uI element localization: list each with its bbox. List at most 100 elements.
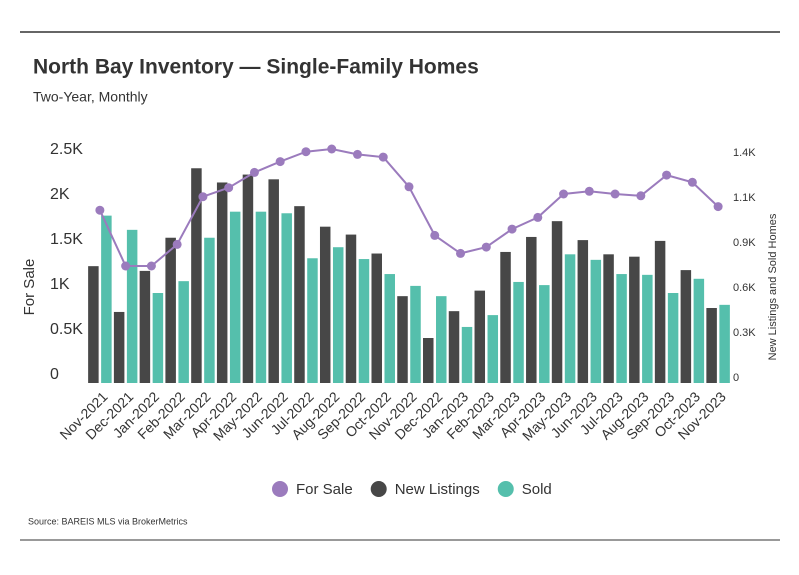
bar — [242, 174, 254, 383]
bar — [461, 326, 473, 383]
y2-tick-label: 1.4K — [733, 147, 756, 159]
line-point — [378, 152, 388, 162]
bar — [178, 281, 189, 383]
bar — [693, 278, 705, 383]
line-point — [456, 248, 466, 258]
line-point — [172, 239, 182, 249]
line-point — [224, 183, 234, 193]
line-point — [687, 177, 697, 187]
legend-label: New Listings — [395, 481, 480, 498]
bar — [358, 259, 370, 383]
bar — [667, 293, 679, 383]
bar — [113, 311, 125, 383]
bar — [642, 274, 653, 383]
bar — [88, 266, 99, 383]
bar — [216, 182, 228, 383]
y2-tick-label: 0.9K — [733, 237, 756, 249]
bar — [448, 311, 460, 383]
line-point — [533, 212, 543, 222]
y2-tick-label: 0.6K — [733, 282, 756, 294]
bar — [345, 234, 357, 383]
legend-label: For Sale — [296, 481, 353, 498]
bar — [719, 304, 730, 383]
y-axis-title: For Sale — [21, 259, 38, 316]
bar — [564, 254, 576, 383]
y2-tick-label: 1.1K — [733, 192, 756, 204]
line-point — [198, 192, 208, 202]
bar — [126, 229, 138, 383]
legend-swatch — [370, 481, 387, 497]
line-point — [507, 224, 517, 234]
bar — [603, 254, 614, 383]
line-point — [327, 144, 337, 154]
bar — [423, 338, 434, 383]
bar — [281, 213, 292, 383]
y-tick-label: 0.5K — [50, 321, 83, 338]
y-tick-label: 2.5K — [50, 141, 83, 158]
bar — [165, 237, 176, 383]
line-point — [275, 157, 285, 167]
bar — [101, 215, 112, 383]
bar — [706, 308, 717, 383]
bar — [268, 179, 279, 383]
legend-swatch — [497, 481, 514, 497]
bar — [654, 240, 666, 383]
legend-label: Sold — [522, 481, 552, 498]
bar — [590, 259, 602, 383]
bar — [551, 221, 563, 383]
bar — [526, 236, 537, 383]
chart-subtitle: Two-Year, Monthly — [33, 89, 148, 105]
y-tick-label: 2K — [50, 186, 70, 203]
line-point — [430, 230, 440, 240]
bar — [436, 296, 447, 383]
bar — [629, 256, 640, 383]
line-point — [301, 147, 311, 157]
bar — [384, 274, 395, 383]
bar — [539, 285, 550, 383]
bar — [680, 270, 692, 383]
bar — [616, 274, 627, 383]
line-point — [404, 182, 414, 192]
line-point — [121, 261, 131, 271]
y-tick-label: 1.5K — [50, 231, 83, 248]
bar — [229, 211, 241, 383]
bar — [500, 251, 511, 383]
bar — [255, 211, 267, 383]
line-point — [559, 189, 569, 199]
source-note: Source: BAREIS MLS via BrokerMetrics — [28, 516, 188, 526]
bar — [319, 226, 331, 383]
bar — [332, 247, 344, 383]
line-point — [352, 149, 362, 159]
bar — [410, 285, 421, 383]
legend-swatch — [272, 481, 288, 497]
line-point — [584, 186, 594, 196]
line-point — [146, 261, 156, 271]
bar — [397, 296, 408, 383]
bar — [577, 240, 589, 383]
y-tick-label: 1K — [50, 276, 70, 293]
line-point — [481, 242, 491, 252]
line-point — [95, 205, 105, 215]
bar — [371, 253, 382, 383]
line-point — [713, 202, 723, 212]
bar — [487, 315, 499, 383]
bar — [474, 290, 486, 383]
line-point — [249, 167, 259, 177]
bar — [294, 206, 305, 383]
bar — [307, 258, 318, 383]
y2-tick-label: 0 — [733, 372, 739, 384]
y2-tick-label: 0.3K — [733, 327, 756, 339]
bar — [139, 270, 151, 383]
line-point — [636, 191, 646, 201]
y-tick-label: 0 — [50, 366, 59, 383]
line-point — [662, 170, 672, 180]
line-point — [610, 189, 620, 199]
bar — [204, 237, 215, 383]
bar — [152, 293, 164, 383]
y2-axis-title: New Listings and Sold Homes — [767, 213, 779, 360]
bar — [191, 168, 202, 383]
chart-title: North Bay Inventory — Single-Family Home… — [33, 56, 479, 79]
bar — [513, 281, 524, 383]
